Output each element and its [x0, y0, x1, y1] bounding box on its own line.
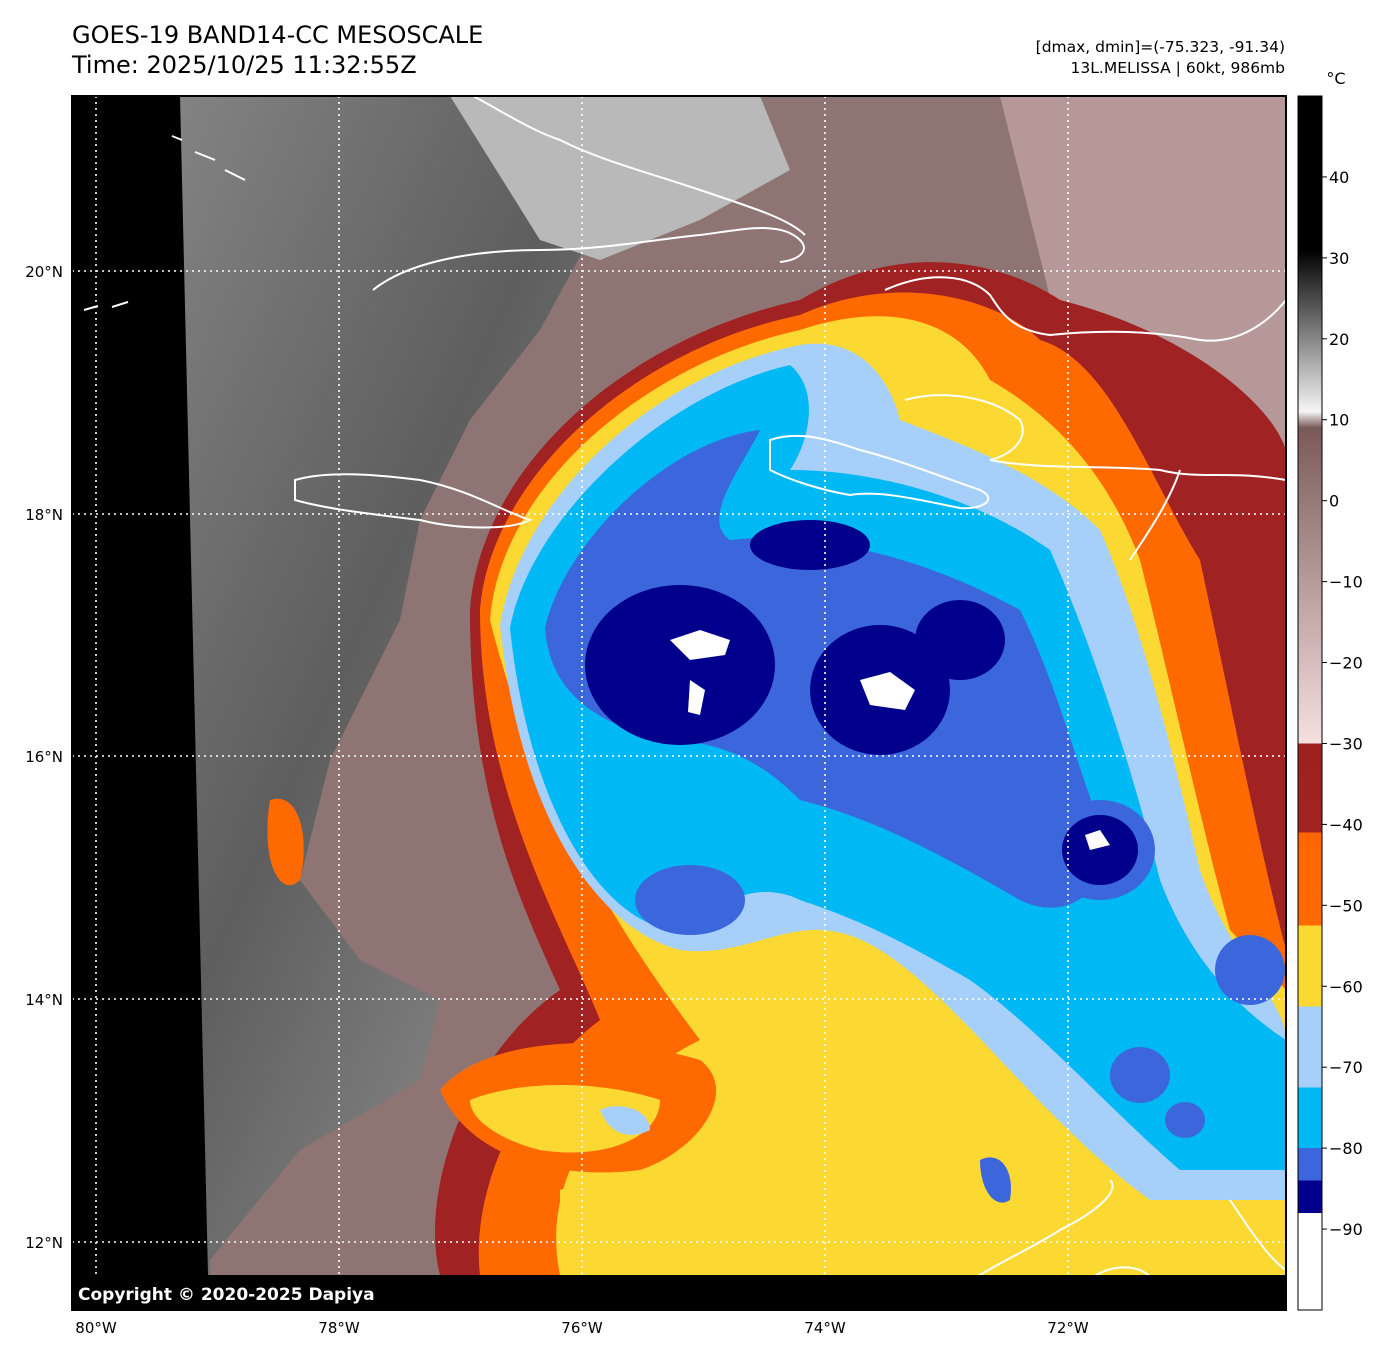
cell-south-west — [635, 865, 745, 935]
no-data-strip — [72, 96, 208, 1275]
colorbar-tick-label: −10 — [1329, 573, 1363, 592]
north-gray — [450, 96, 790, 260]
lon-label-76w: 76°W — [561, 1319, 603, 1337]
hispaniola-north — [884, 276, 1286, 342]
lon-label-78w: 78°W — [318, 1319, 360, 1337]
core-west — [585, 585, 775, 745]
south-coast-3 — [1229, 1199, 1286, 1271]
top-white-2 — [688, 680, 705, 715]
colorbar-tick-label: 20 — [1329, 330, 1349, 349]
colorbar-tick-label: −20 — [1329, 654, 1363, 673]
colorbar-ticks: 40 30 20 10 0 −10 −20 −30 −40 −50 −60 −70 −80 −90 — [1322, 168, 1363, 1239]
colorbar-unit: °C — [1326, 69, 1345, 88]
storm-text: 13L.MELISSA | 60kt, 986mb — [1070, 59, 1285, 77]
top-white-3 — [860, 672, 915, 710]
lat-label-12n: 12°N — [25, 1234, 63, 1252]
copyright-text: Copyright © 2020-2025 Dapiya — [78, 1285, 375, 1305]
meta-info: [dmax, dmin]=(-75.323, -91.34) 13L.MELIS… — [1036, 37, 1285, 79]
lon-label-80w: 80°W — [75, 1319, 117, 1337]
colorbar-tick-label: 10 — [1329, 411, 1349, 430]
title-line-2: Time: 2025/10/25 11:32:55Z — [72, 51, 417, 79]
cell-far-east — [1215, 935, 1285, 1005]
colorbar-tick-label: 30 — [1329, 249, 1349, 268]
core-east — [915, 600, 1005, 680]
hispaniola-southeast — [1129, 469, 1181, 561]
gray-cloud-region — [72, 96, 600, 1275]
lat-label-14n: 14°N — [25, 991, 63, 1009]
top-white-4 — [1085, 830, 1110, 850]
cuba-north-coast — [472, 96, 806, 236]
cell-south-2 — [1165, 1102, 1205, 1138]
lon-labels: 80°W 78°W 76°W 74°W 72°W — [75, 1319, 1089, 1337]
top-white-1 — [670, 630, 730, 660]
colorbar: °C 40 30 20 10 0 −10 −20 −30 −40 −50 −60 −70 −80 −90 — [1297, 69, 1363, 1311]
storm-bands — [435, 262, 1286, 1276]
colorbar-tick-label: −60 — [1329, 977, 1363, 996]
core-north — [750, 520, 870, 570]
lon-label-72w: 72°W — [1047, 1319, 1089, 1337]
jamaica-like — [769, 434, 990, 510]
colorbar-tick-label: −40 — [1329, 815, 1363, 834]
map-frame — [71, 95, 1287, 1311]
colorbar-tick-label: 0 — [1329, 492, 1339, 511]
lat-label-18n: 18°N — [25, 506, 63, 524]
bahamas-islands — [171, 135, 246, 181]
lat-label-20n: 20°N — [25, 263, 63, 281]
colorbar-tick-label: 40 — [1329, 168, 1349, 187]
chart-title: GOES-19 BAND14-CC MESOSCALE Time: 2025/1… — [72, 20, 483, 80]
colorbar-tick-label: −70 — [1329, 1058, 1363, 1077]
hispaniola-south — [904, 394, 1286, 481]
colorbar-tick-label: −90 — [1329, 1220, 1363, 1239]
cell-south-1 — [1110, 1047, 1170, 1103]
title-line-1: GOES-19 BAND14-CC MESOSCALE — [72, 21, 484, 49]
colorbar-tick-label: −80 — [1329, 1139, 1363, 1158]
lon-label-74w: 74°W — [804, 1319, 846, 1337]
cayman-coast — [294, 473, 533, 529]
sw-convection — [267, 798, 1011, 1275]
imagery-layer — [72, 96, 1286, 1310]
colorbar-scale — [1297, 95, 1323, 1311]
cuba-south-coast — [372, 227, 805, 291]
copyright-bar — [72, 1275, 1286, 1310]
lat-labels: 20°N 18°N 16°N 14°N 12°N — [25, 263, 63, 1252]
lat-label-16n: 16°N — [25, 748, 63, 766]
cell-south-east-navy — [1062, 815, 1138, 885]
range-text: [dmax, dmin]=(-75.323, -91.34) — [1035, 38, 1285, 56]
colorbar-tick-label: −30 — [1329, 734, 1363, 753]
colorbar-tick-label: −50 — [1329, 896, 1363, 915]
graticule — [72, 96, 1286, 1310]
